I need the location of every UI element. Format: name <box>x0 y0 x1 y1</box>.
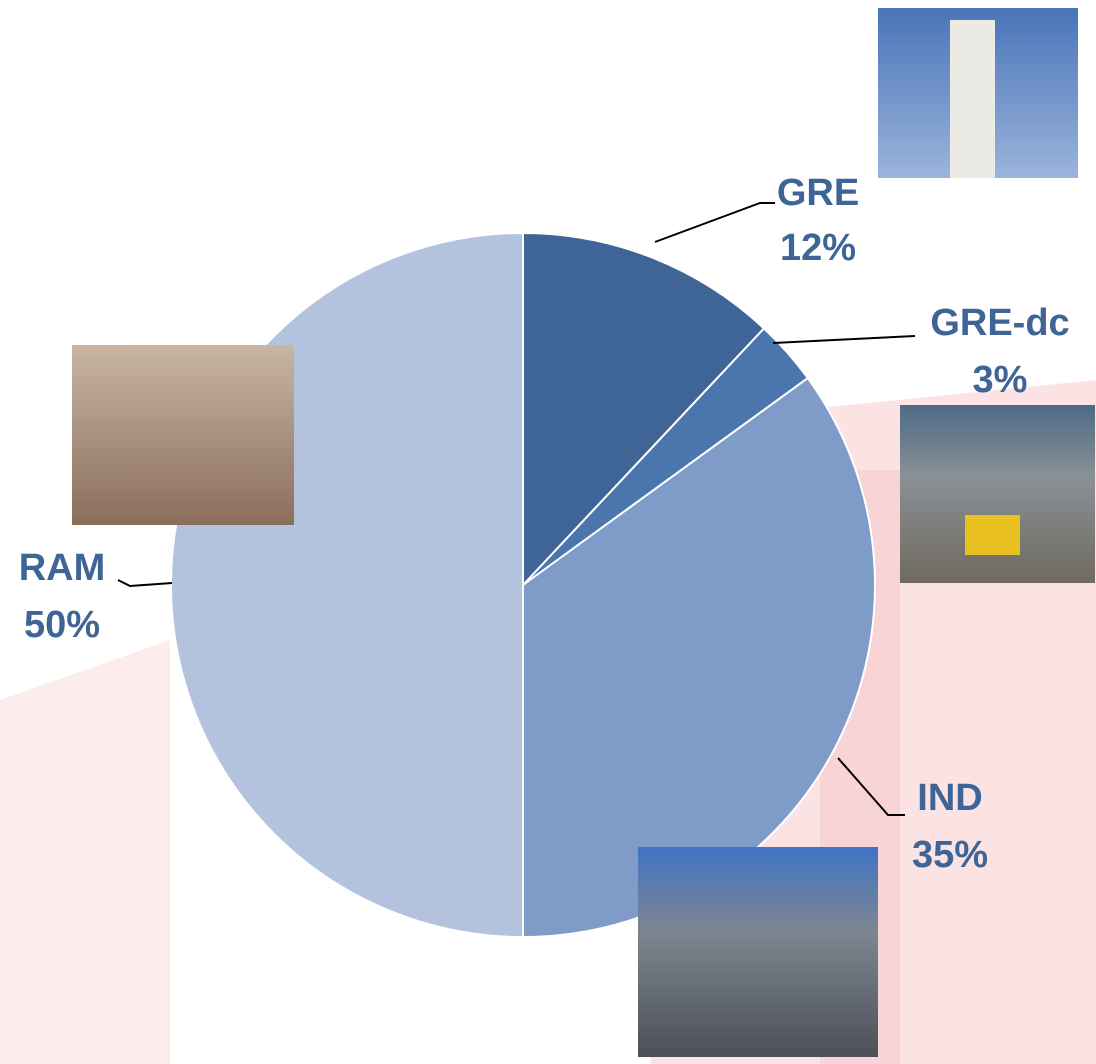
photo-landfill <box>900 405 1095 583</box>
photo-farm <box>72 345 294 525</box>
pie <box>171 233 875 937</box>
chimney <box>950 20 995 178</box>
value-label: 12% <box>780 227 856 269</box>
chart: GRE 12% GRE-dc 3% IND 35% RAM 50% <box>0 0 1096 1064</box>
bulldozer <box>965 515 1020 555</box>
category-label: GRE <box>777 172 859 214</box>
category-label: IND <box>917 777 982 819</box>
value-label: 35% <box>912 834 988 876</box>
value-label: 3% <box>973 359 1028 401</box>
value-label: 50% <box>24 604 100 646</box>
photo-industry <box>638 847 878 1057</box>
category-label: GRE-dc <box>930 302 1069 344</box>
category-label: RAM <box>19 547 106 589</box>
